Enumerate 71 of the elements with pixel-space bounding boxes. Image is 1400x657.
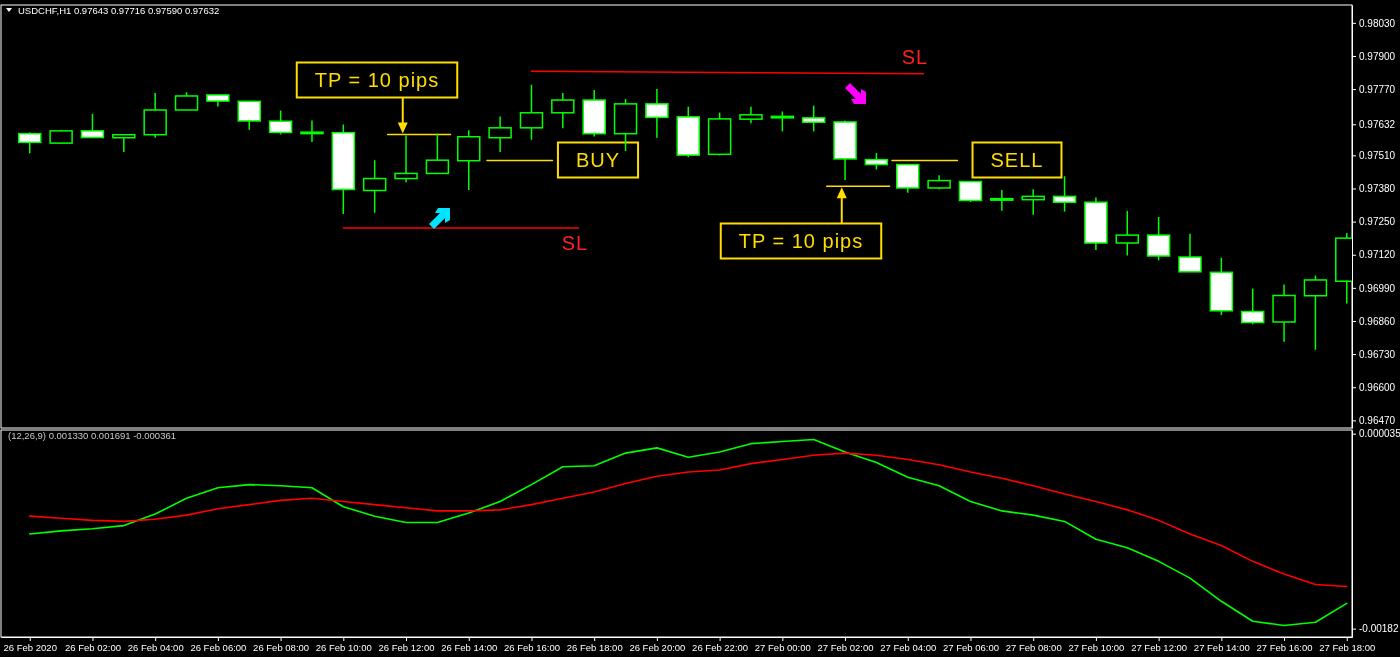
y-tick-label: 0.98030 bbox=[1359, 17, 1396, 29]
annotation: TP = 10 pips bbox=[738, 230, 864, 252]
x-tick-label: 27 Feb 10:00 bbox=[1068, 641, 1125, 653]
x-tick-label: 27 Feb 06:00 bbox=[942, 641, 999, 653]
candlestick bbox=[425, 132, 450, 175]
candlestick bbox=[488, 115, 512, 153]
x-tick-label: 26 Feb 2020 bbox=[3, 641, 57, 653]
annotation: SL bbox=[561, 232, 589, 254]
chart-title: USDCHF,H1 0.97643 0.97716 0.97590 0.97632 bbox=[18, 5, 220, 16]
y-tick-label: 0.97632 bbox=[1359, 118, 1396, 130]
x-tick-label: 26 Feb 04:00 bbox=[127, 641, 184, 653]
y-tick-label: 0.96470 bbox=[1359, 415, 1396, 427]
candlestick bbox=[1146, 216, 1171, 262]
y-tick-label: 0.97510 bbox=[1359, 150, 1396, 162]
candlestick bbox=[1178, 233, 1202, 273]
candlestick bbox=[80, 113, 105, 139]
chart-title: (12,26,9) 0.001330 0.001691 -0.000361 bbox=[8, 430, 176, 441]
x-tick-label: 26 Feb 08:00 bbox=[253, 641, 310, 653]
candlestick bbox=[896, 163, 920, 194]
candlestick bbox=[958, 180, 983, 203]
x-tick-label: 26 Feb 18:00 bbox=[566, 641, 623, 653]
x-tick-label: 27 Feb 04:00 bbox=[880, 641, 937, 653]
candlestick bbox=[645, 88, 669, 139]
x-tick-label: 26 Feb 12:00 bbox=[378, 641, 435, 653]
y-tick-label: 0.97250 bbox=[1359, 216, 1396, 228]
annotation: BUY bbox=[575, 149, 621, 171]
candlestick bbox=[990, 189, 1014, 212]
x-tick-label: 26 Feb 16:00 bbox=[503, 641, 560, 653]
x-tick-label: 27 Feb 18:00 bbox=[1319, 641, 1376, 653]
y-tick-label: -0.00182 bbox=[1359, 623, 1399, 635]
y-tick-label: 0.97900 bbox=[1359, 50, 1396, 62]
candlestick bbox=[551, 92, 575, 130]
x-tick-label: 26 Feb 06:00 bbox=[190, 641, 247, 653]
candlestick bbox=[1303, 274, 1328, 351]
x-tick-label: 26 Feb 10:00 bbox=[315, 641, 372, 653]
x-tick-label: 27 Feb 16:00 bbox=[1256, 641, 1313, 653]
x-tick-label: 27 Feb 00:00 bbox=[754, 641, 811, 653]
x-tick-label: 27 Feb 02:00 bbox=[817, 641, 874, 653]
x-tick-label: 26 Feb 20:00 bbox=[629, 641, 686, 653]
y-tick-label: 0.96860 bbox=[1359, 315, 1396, 327]
candlestick bbox=[17, 131, 42, 155]
annotation: TP = 10 pips bbox=[314, 69, 440, 91]
y-tick-label: 0.96730 bbox=[1359, 348, 1396, 360]
x-tick-label: 26 Feb 14:00 bbox=[441, 641, 498, 653]
candlestick bbox=[394, 134, 418, 184]
candlestick bbox=[457, 129, 481, 191]
y-tick-label: 0.97120 bbox=[1359, 249, 1396, 261]
candlestick bbox=[1240, 287, 1265, 326]
candlestick bbox=[519, 84, 544, 141]
y-tick-label: 0.96990 bbox=[1359, 282, 1396, 294]
candlestick bbox=[237, 100, 261, 131]
candlestick bbox=[770, 110, 795, 133]
x-tick-label: 26 Feb 02:00 bbox=[64, 641, 121, 653]
candlestick bbox=[300, 119, 324, 143]
candlestick bbox=[1115, 210, 1140, 257]
x-tick-label: 27 Feb 12:00 bbox=[1131, 641, 1188, 653]
x-tick-label: 26 Feb 22:00 bbox=[692, 641, 749, 653]
y-tick-label: 0.96600 bbox=[1359, 381, 1396, 393]
y-tick-label: 0.000035 bbox=[1359, 428, 1400, 440]
x-tick-label: 27 Feb 14:00 bbox=[1193, 641, 1250, 653]
x-tick-label: 27 Feb 08:00 bbox=[1005, 641, 1062, 653]
y-tick-label: 0.97380 bbox=[1359, 183, 1396, 195]
annotation: SELL bbox=[990, 149, 1044, 171]
y-tick-label: 0.97770 bbox=[1359, 83, 1396, 95]
line-series bbox=[28, 452, 1348, 588]
candlestick bbox=[1052, 175, 1077, 213]
annotation: SL bbox=[901, 46, 929, 68]
candlestick bbox=[268, 109, 293, 136]
candlestick bbox=[801, 104, 826, 133]
candlestick bbox=[362, 159, 387, 214]
candlestick bbox=[112, 133, 136, 153]
